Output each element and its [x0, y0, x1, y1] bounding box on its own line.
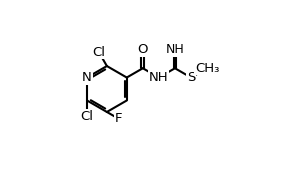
Text: NH: NH — [165, 43, 184, 56]
Text: O: O — [137, 43, 148, 56]
Text: Cl: Cl — [92, 46, 105, 59]
Text: N: N — [82, 71, 92, 84]
Text: NH: NH — [149, 71, 169, 84]
Text: Cl: Cl — [81, 110, 94, 123]
Text: F: F — [114, 112, 122, 125]
Text: CH₃: CH₃ — [195, 62, 219, 75]
Text: S: S — [187, 71, 195, 84]
